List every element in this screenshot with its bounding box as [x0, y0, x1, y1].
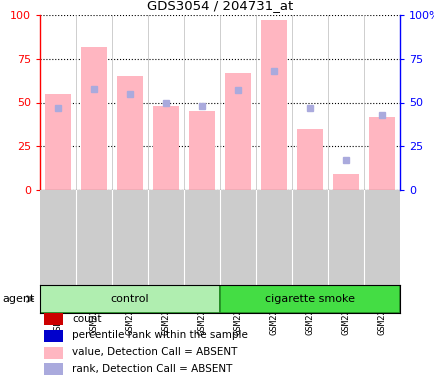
Bar — [117, 76, 142, 190]
Bar — [225, 73, 250, 190]
Bar — [43, 313, 63, 325]
Bar — [332, 174, 358, 190]
Text: rank, Detection Call = ABSENT: rank, Detection Call = ABSENT — [72, 364, 232, 374]
Bar — [153, 106, 178, 190]
Bar — [43, 347, 63, 359]
Text: cigarette smoke: cigarette smoke — [264, 294, 354, 304]
Text: count: count — [72, 314, 102, 324]
Bar — [43, 363, 63, 375]
Bar — [368, 116, 394, 190]
Bar — [81, 46, 106, 190]
Bar — [43, 330, 63, 342]
Bar — [220, 285, 399, 313]
Bar — [45, 94, 70, 190]
Bar — [40, 285, 220, 313]
Text: control: control — [110, 294, 149, 304]
Bar — [189, 111, 214, 190]
Title: GDS3054 / 204731_at: GDS3054 / 204731_at — [147, 0, 293, 12]
Text: value, Detection Call = ABSENT: value, Detection Call = ABSENT — [72, 347, 237, 357]
Bar — [297, 129, 322, 190]
Bar — [261, 20, 286, 190]
Text: percentile rank within the sample: percentile rank within the sample — [72, 330, 248, 340]
Text: agent: agent — [2, 294, 34, 304]
